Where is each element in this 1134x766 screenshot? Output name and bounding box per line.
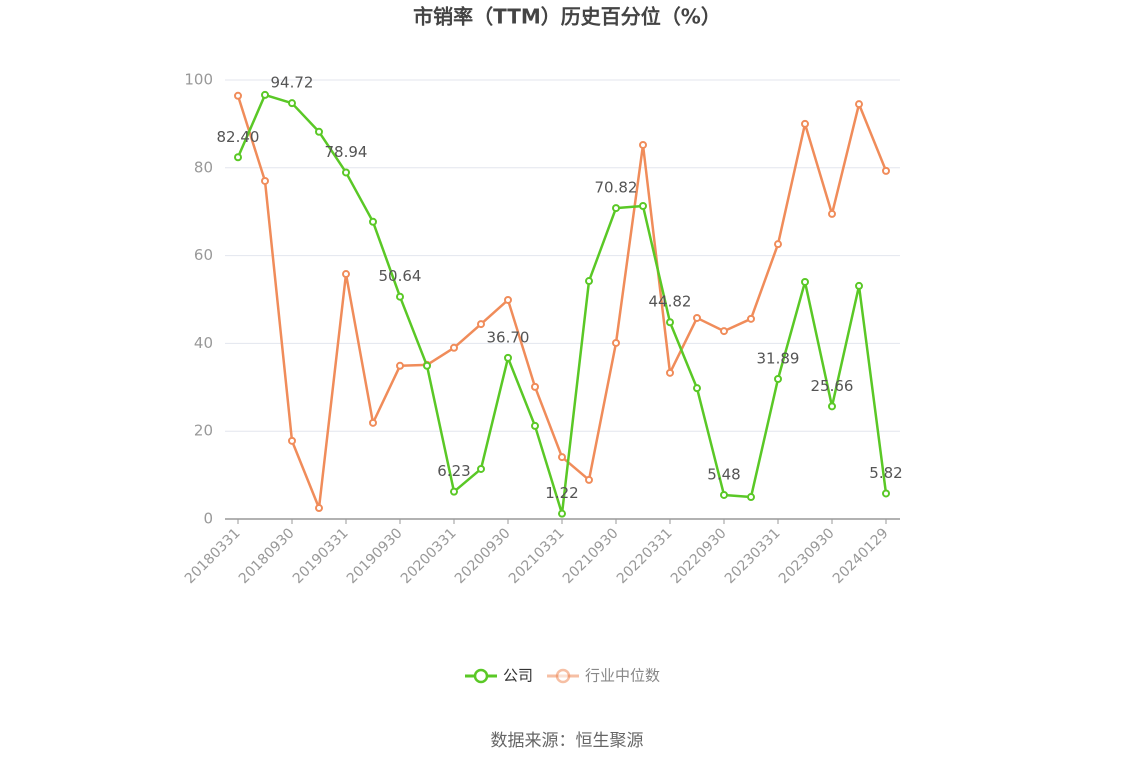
data-point [423,361,431,370]
data-label: 94.72 [271,74,314,92]
data-point [450,487,458,496]
data-label: 31.89 [757,350,800,368]
data-label: 44.82 [649,293,692,311]
data-point [450,343,458,352]
data-point [882,166,890,175]
x-tick-label: 20210331 [506,525,568,587]
data-point [693,313,701,322]
data-point [315,127,323,136]
x-tick-label: 20190331 [290,525,352,587]
data-label: 5.48 [707,465,740,483]
data-point [288,436,296,445]
data-point [855,100,863,109]
legend-label: 行业中位数 [585,667,660,685]
data-label: 5.82 [869,464,902,482]
data-point [801,277,809,286]
x-tick-label: 20200930 [452,525,514,587]
source-note: 数据来源：恒生聚源 [491,731,644,751]
y-tick-label: 100 [184,71,213,89]
data-point [585,475,593,484]
y-tick-label: 0 [203,510,213,528]
data-point [612,338,620,347]
data-label: 6.23 [437,462,470,480]
x-tick-label: 20200331 [398,525,460,587]
y-tick-label: 40 [194,334,213,352]
data-point [396,292,404,301]
data-label: 70.82 [595,179,638,197]
y-tick-label: 60 [194,246,213,264]
data-label: 82.40 [217,128,260,146]
data-point [855,281,863,290]
legend-label: 公司 [503,667,533,685]
data-point [747,314,755,323]
x-tick-label: 20180930 [236,525,298,587]
x-tick-label: 20220930 [668,525,730,587]
data-point [639,201,647,210]
data-point [477,320,485,329]
data-point [666,318,674,327]
x-tick-label: 20210930 [560,525,622,587]
data-point [747,493,755,502]
data-point [396,361,404,370]
data-label: 78.94 [325,143,368,161]
legend-swatch [473,668,489,684]
x-tick-label: 20180331 [182,525,244,587]
legend-item: 公司 [465,667,533,685]
data-point [558,509,566,518]
data-point [342,168,350,177]
data-point [531,382,539,391]
data-point [504,353,512,362]
x-tick-label: 20220331 [614,525,676,587]
data-point [558,453,566,462]
data-point [261,176,269,185]
data-point [828,209,836,218]
data-point [774,375,782,384]
data-point [720,490,728,499]
x-tick-label: 20190930 [344,525,406,587]
data-label: 1.22 [545,484,578,502]
data-point [477,464,485,473]
data-point [504,295,512,304]
data-point [585,277,593,286]
data-point [774,240,782,249]
legend-swatch [555,668,571,684]
x-tick-label: 20230930 [776,525,838,587]
chart-title: 市销率（TTM）历史百分位（%） [413,5,721,29]
data-point [261,90,269,99]
data-point [639,140,647,149]
y-tick-label: 80 [194,158,213,176]
data-point [342,270,350,279]
data-point [369,217,377,226]
data-label: 50.64 [379,267,422,285]
data-point [828,402,836,411]
data-point [801,119,809,128]
data-label: 36.70 [487,328,530,346]
data-point [666,368,674,377]
data-label: 25.66 [811,377,854,395]
data-point [288,99,296,108]
data-point [720,327,728,336]
data-point [612,204,620,213]
data-point [693,384,701,393]
x-tick-label: 20240129 [830,525,892,587]
data-point [315,504,323,513]
legend-item: 行业中位数 [547,667,660,685]
data-point [369,418,377,427]
x-tick-label: 20230331 [722,525,784,587]
data-point [531,421,539,430]
data-point [234,91,242,100]
data-point [234,153,242,162]
y-tick-label: 20 [194,422,213,440]
data-point [882,489,890,498]
